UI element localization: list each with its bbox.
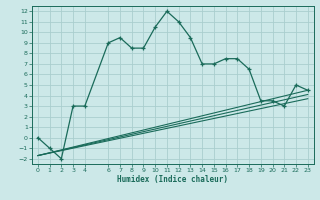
X-axis label: Humidex (Indice chaleur): Humidex (Indice chaleur)	[117, 175, 228, 184]
